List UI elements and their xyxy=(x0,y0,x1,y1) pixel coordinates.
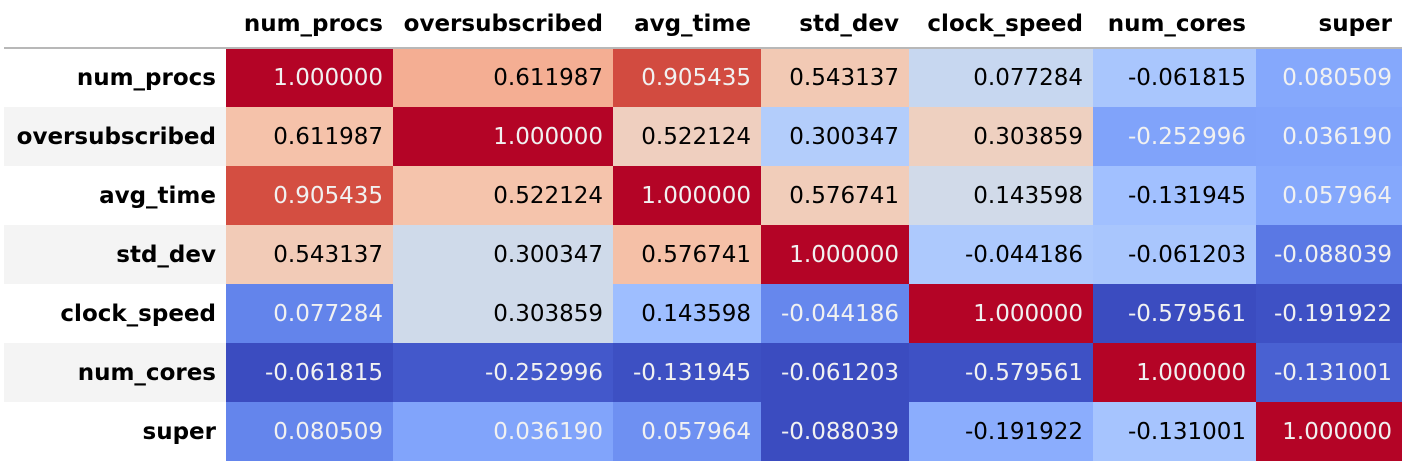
correlation-cell: 1.000000 xyxy=(613,166,761,225)
correlation-cell: -0.131001 xyxy=(1093,402,1256,461)
correlation-cell: -0.088039 xyxy=(761,402,909,461)
correlation-cell: -0.579561 xyxy=(1093,284,1256,343)
row-header: clock_speed xyxy=(4,284,226,343)
column-header: num_cores xyxy=(1093,0,1256,49)
correlation-cell: -0.252996 xyxy=(393,343,613,402)
table-row: num_cores -0.061815 -0.252996 -0.131945 … xyxy=(4,343,1402,402)
correlation-cell: 0.303859 xyxy=(393,284,613,343)
correlation-cell: -0.061815 xyxy=(226,343,393,402)
correlation-cell: 1.000000 xyxy=(909,284,1093,343)
table-row: oversubscribed 0.611987 1.000000 0.52212… xyxy=(4,107,1402,166)
correlation-cell: 0.522124 xyxy=(613,107,761,166)
correlation-cell: -0.252996 xyxy=(1093,107,1256,166)
column-header: super xyxy=(1256,0,1402,49)
table-row: std_dev 0.543137 0.300347 0.576741 1.000… xyxy=(4,225,1402,284)
column-header: oversubscribed xyxy=(393,0,613,49)
correlation-cell: 0.611987 xyxy=(393,48,613,107)
table-row: num_procs 1.000000 0.611987 0.905435 0.5… xyxy=(4,48,1402,107)
correlation-cell: 0.077284 xyxy=(909,48,1093,107)
column-header: num_procs xyxy=(226,0,393,49)
correlation-cell: 0.057964 xyxy=(1256,166,1402,225)
correlation-cell: 1.000000 xyxy=(761,225,909,284)
table-row: super 0.080509 0.036190 0.057964 -0.0880… xyxy=(4,402,1402,461)
row-header: oversubscribed xyxy=(4,107,226,166)
correlation-cell: -0.131945 xyxy=(613,343,761,402)
correlation-cell: 0.543137 xyxy=(226,225,393,284)
row-header: super xyxy=(4,402,226,461)
correlation-cell: 0.036190 xyxy=(1256,107,1402,166)
header-row: num_procs oversubscribed avg_time std_de… xyxy=(4,0,1402,49)
row-header: num_procs xyxy=(4,48,226,107)
correlation-cell: 1.000000 xyxy=(226,48,393,107)
correlation-cell: 0.905435 xyxy=(226,166,393,225)
table-row: avg_time 0.905435 0.522124 1.000000 0.57… xyxy=(4,166,1402,225)
correlation-cell: 0.576741 xyxy=(761,166,909,225)
correlation-cell: -0.061203 xyxy=(761,343,909,402)
correlation-cell: 0.080509 xyxy=(1256,48,1402,107)
correlation-cell: 0.543137 xyxy=(761,48,909,107)
correlation-cell: -0.131945 xyxy=(1093,166,1256,225)
correlation-cell: 0.036190 xyxy=(393,402,613,461)
correlation-cell: -0.061815 xyxy=(1093,48,1256,107)
row-header: avg_time xyxy=(4,166,226,225)
correlation-cell: -0.044186 xyxy=(761,284,909,343)
correlation-cell: -0.044186 xyxy=(909,225,1093,284)
correlation-cell: 0.522124 xyxy=(393,166,613,225)
correlation-cell: 0.611987 xyxy=(226,107,393,166)
correlation-cell: 0.080509 xyxy=(226,402,393,461)
correlation-cell: 0.300347 xyxy=(761,107,909,166)
correlation-cell: 0.905435 xyxy=(613,48,761,107)
correlation-cell: 1.000000 xyxy=(393,107,613,166)
row-header: std_dev xyxy=(4,225,226,284)
correlation-cell: 0.143598 xyxy=(909,166,1093,225)
correlation-cell: 1.000000 xyxy=(1256,402,1402,461)
row-header: num_cores xyxy=(4,343,226,402)
correlation-cell: -0.088039 xyxy=(1256,225,1402,284)
correlation-cell: 0.077284 xyxy=(226,284,393,343)
correlation-cell: 0.576741 xyxy=(613,225,761,284)
correlation-cell: -0.191922 xyxy=(909,402,1093,461)
correlation-table: num_procs oversubscribed avg_time std_de… xyxy=(4,0,1402,461)
correlation-cell: 0.303859 xyxy=(909,107,1093,166)
correlation-cell: -0.579561 xyxy=(909,343,1093,402)
correlation-cell: -0.061203 xyxy=(1093,225,1256,284)
column-header: avg_time xyxy=(613,0,761,49)
corner-cell xyxy=(4,0,226,49)
column-header: std_dev xyxy=(761,0,909,49)
correlation-cell: 0.143598 xyxy=(613,284,761,343)
correlation-cell: 0.057964 xyxy=(613,402,761,461)
correlation-cell: -0.191922 xyxy=(1256,284,1402,343)
table-row: clock_speed 0.077284 0.303859 0.143598 -… xyxy=(4,284,1402,343)
correlation-cell: 1.000000 xyxy=(1093,343,1256,402)
correlation-cell: -0.131001 xyxy=(1256,343,1402,402)
correlation-cell: 0.300347 xyxy=(393,225,613,284)
column-header: clock_speed xyxy=(909,0,1093,49)
